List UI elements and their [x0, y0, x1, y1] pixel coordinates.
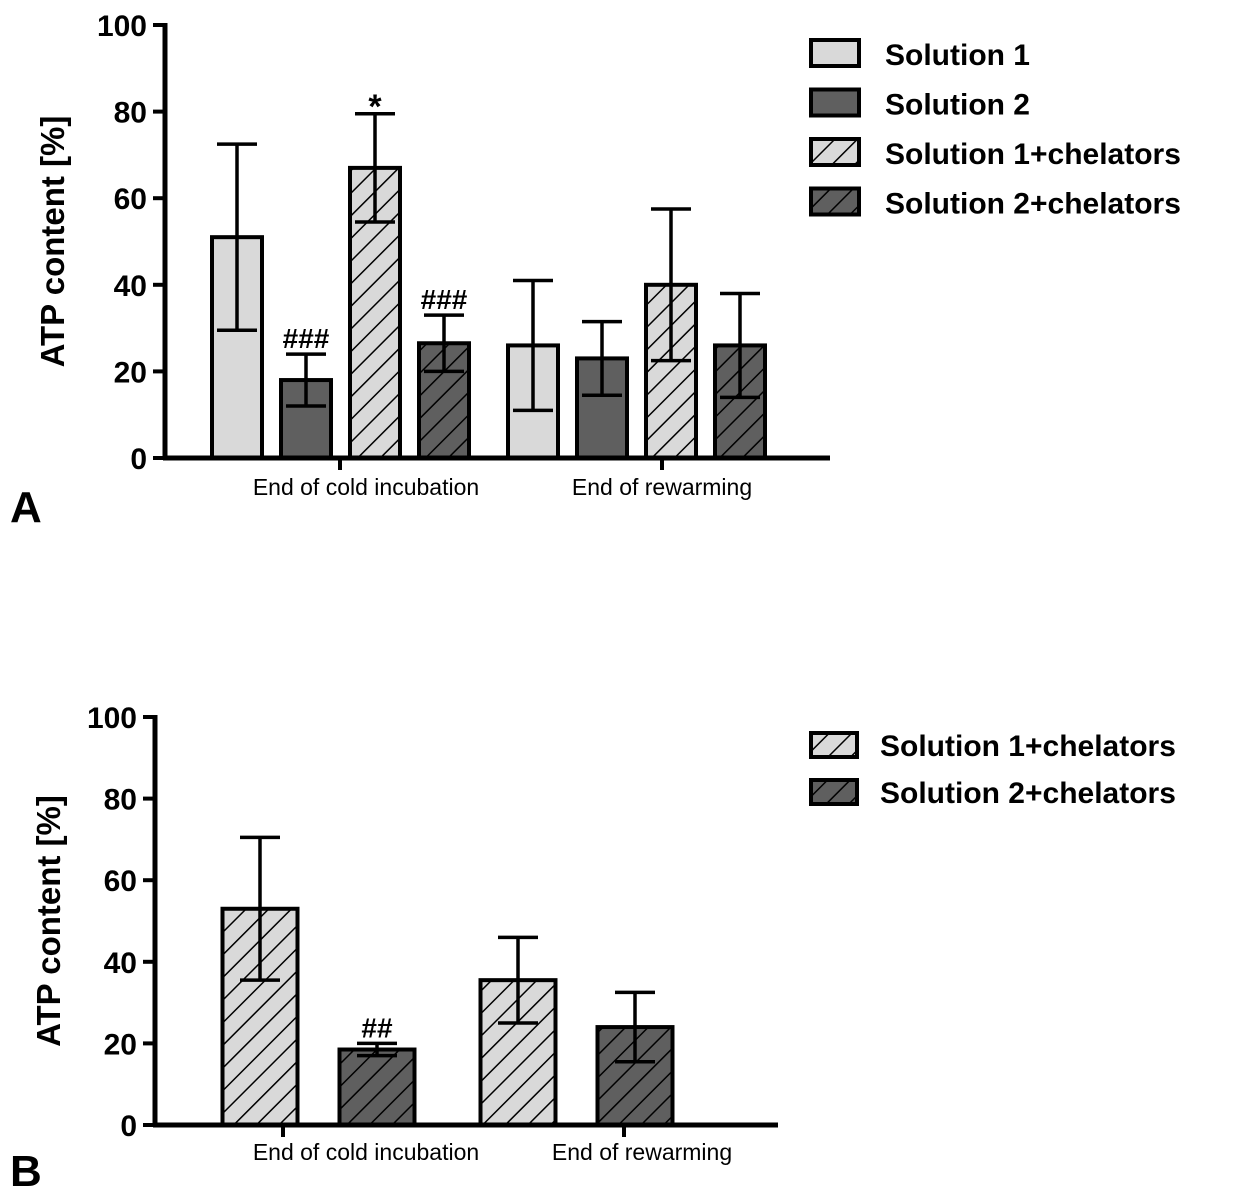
legend-swatch: [809, 731, 859, 759]
significance-annotation: ###: [421, 284, 468, 315]
legend-label: Solution 1+chelators: [880, 730, 1176, 763]
x-category-label: End of rewarming: [572, 474, 752, 500]
panel-b-chart: ## 0 20 40 60 80 100 End of cold incubation End …: [10, 702, 1176, 1189]
y-tick-label: 100: [87, 702, 137, 735]
legend-swatch: [809, 778, 859, 806]
y-tick-label: 40: [114, 270, 147, 303]
y-tick-label: 60: [114, 183, 147, 216]
y-tick-label: 80: [114, 97, 147, 130]
legend-swatch: [809, 186, 861, 217]
significance-annotation: ##: [361, 1012, 393, 1043]
y-tick-label: 80: [104, 784, 137, 817]
legend-label: Solution 2: [885, 89, 1030, 122]
significance-annotation: *: [368, 88, 382, 126]
legend-label: Solution 1: [885, 39, 1030, 72]
significance-annotation: ###: [283, 323, 330, 354]
legend-swatch: [809, 87, 861, 118]
y-tick-label: 0: [120, 1110, 137, 1143]
y-axis-label: ATP content [%]: [30, 795, 67, 1047]
x-category-label: End of rewarming: [552, 1139, 732, 1165]
y-tick-label: 60: [104, 865, 137, 898]
legend-swatch: [809, 137, 861, 167]
legend-label: Solution 2+chelators: [885, 188, 1181, 221]
y-tick-label: 100: [97, 10, 147, 43]
y-tick-label: 40: [104, 947, 137, 980]
legend-swatch: [809, 38, 861, 68]
y-tick-label: 20: [114, 356, 147, 389]
bar: [337, 1047, 417, 1128]
y-tick-label: 0: [130, 443, 147, 476]
y-tick-label: 20: [104, 1028, 137, 1061]
legend-label: Solution 2+chelators: [880, 777, 1176, 810]
panel-letter: B: [10, 1147, 42, 1189]
legend-label: Solution 1+chelators: [885, 138, 1181, 171]
y-axis-label: ATP content [%]: [34, 116, 71, 368]
panel-a-chart: ### * ### 0 20 40 60 80 100 End of cold incubatio…: [10, 10, 1181, 532]
x-category-label: End of cold incubation: [253, 1139, 479, 1165]
panel-letter: A: [10, 483, 42, 532]
x-category-label: End of cold incubation: [253, 474, 479, 500]
